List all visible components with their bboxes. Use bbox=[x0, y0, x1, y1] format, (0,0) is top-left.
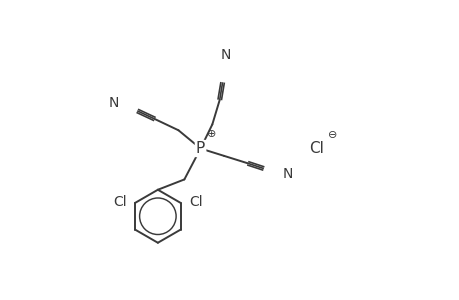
Text: ⊖: ⊖ bbox=[328, 130, 337, 140]
Text: P: P bbox=[196, 141, 205, 156]
Text: N: N bbox=[220, 48, 230, 62]
Text: Cl: Cl bbox=[189, 195, 202, 209]
Text: N: N bbox=[282, 167, 293, 181]
Text: Cl: Cl bbox=[309, 141, 324, 156]
Text: ⊕: ⊕ bbox=[207, 129, 216, 139]
Text: Cl: Cl bbox=[113, 195, 126, 209]
Text: N: N bbox=[108, 96, 118, 110]
